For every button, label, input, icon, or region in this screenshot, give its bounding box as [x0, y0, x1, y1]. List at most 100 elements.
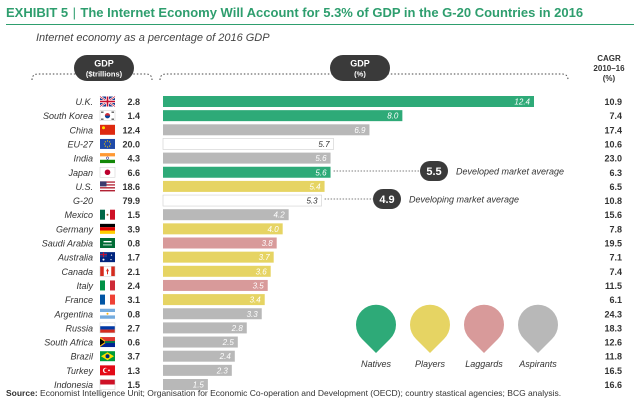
mx-3 [110, 209, 115, 220]
bar-average [162, 194, 322, 207]
brazil-flag [100, 351, 115, 362]
cagr-value: 6.3 [609, 168, 622, 178]
cagr-value: 16.5 [604, 366, 622, 376]
eu-star [109, 145, 111, 147]
cagr-value: 19.5 [604, 239, 622, 249]
bar-players [163, 180, 325, 192]
south-korea-flag [99, 110, 116, 121]
it-1 [100, 280, 105, 291]
br-globe [105, 354, 110, 359]
argentina-flag [100, 308, 115, 319]
ru-2 [100, 326, 115, 330]
sa-sword [103, 244, 112, 246]
au-star3 [110, 259, 112, 261]
au-star [102, 258, 105, 261]
gdp-value: 0.8 [127, 309, 140, 319]
bar-laggards [163, 279, 268, 291]
eu-star [104, 145, 106, 147]
legend-marker-laggards [464, 304, 505, 353]
us-stripe [100, 184, 115, 186]
ru-3 [100, 329, 115, 333]
ru-border [99, 322, 116, 334]
au-star2 [110, 254, 113, 256]
callout-badge [373, 189, 401, 209]
france-flag [100, 294, 115, 305]
russia-flag [99, 322, 116, 334]
eu-bg [100, 138, 115, 149]
uk-hr [100, 100, 115, 103]
saudi-arabia-flag [100, 238, 115, 248]
share-header: GDP(%) [330, 55, 390, 81]
it-3 [110, 280, 115, 291]
bar-value-label: 5.6 [315, 168, 327, 177]
fr-3 [110, 294, 115, 305]
bar-aspirants [163, 364, 232, 376]
country-label: Turkey [66, 366, 93, 376]
country-label: Saudi Arabia [42, 239, 93, 249]
callout-label: Developed market average [456, 167, 564, 177]
gdp-value: 1.4 [127, 111, 140, 121]
cagr-value: 16.6 [604, 380, 622, 390]
india-flag [100, 153, 115, 164]
country-label: Indonesia [54, 380, 93, 390]
bar-laggards [163, 237, 277, 249]
gdp-value: 12.4 [122, 125, 140, 135]
bar-value-label: 5.4 [309, 182, 321, 191]
za-bot [100, 342, 115, 348]
canada-flag [99, 266, 116, 277]
source-note: Source: Economist Intelligence Unit; Org… [6, 388, 561, 398]
us-stripe [100, 181, 115, 183]
legend-marker-aspirants [518, 304, 558, 353]
country-label: Brazil [70, 352, 94, 362]
cagr-value: 17.4 [604, 125, 622, 135]
title-separator: | [72, 5, 76, 20]
bar-natives [163, 96, 534, 107]
bar-value-label: 5.7 [318, 140, 330, 149]
za-top [100, 337, 115, 343]
jp-sun [104, 169, 111, 176]
de-1 [100, 223, 115, 228]
ca-border [99, 266, 116, 277]
gdp-value: 3.7 [127, 352, 140, 362]
country-label: South Africa [44, 338, 93, 348]
in-1 [100, 153, 115, 157]
gdp-value: 18.6 [122, 182, 140, 192]
ca-r [111, 266, 115, 277]
legend-label-natives: Natives [361, 359, 392, 369]
id-bot [100, 384, 115, 390]
au-bg [100, 252, 115, 263]
country-label: EU-27 [67, 139, 94, 149]
kr-border [99, 110, 116, 121]
id-top [100, 379, 115, 385]
japan-flag [99, 167, 116, 178]
country-label: G-20 [73, 196, 93, 206]
cagr-header-text-1: 2010–16 [593, 64, 625, 73]
country-label: Japan [67, 168, 93, 178]
callout-value: 5.5 [426, 166, 441, 178]
cagr-value: 11.8 [605, 352, 622, 362]
ar-sun [106, 312, 109, 315]
us-flag [100, 181, 115, 192]
cagr-value: 18.3 [604, 323, 622, 333]
cagr-value: 11.5 [605, 281, 622, 291]
bar-value-label: 2.3 [216, 366, 229, 375]
us-stripe [100, 189, 115, 192]
callout-label: Developing market average [409, 195, 519, 205]
eu-star [104, 141, 106, 143]
country-label: Germany [56, 224, 94, 234]
mexico-flag [100, 209, 115, 220]
in-wheel [106, 156, 109, 160]
tr-moon-cut [104, 368, 109, 373]
china-flag [100, 124, 115, 135]
cagr-value: 7.4 [609, 267, 622, 277]
bar-value-label: 8.0 [387, 112, 399, 121]
fr-2 [105, 294, 110, 305]
cagr-value: 7.1 [609, 253, 622, 263]
country-label: France [65, 295, 93, 305]
de-3 [100, 230, 115, 234]
eu-star [109, 141, 111, 143]
cagr-value: 7.4 [609, 111, 622, 121]
eu-star [106, 140, 109, 142]
bar-value-label: 4.0 [268, 225, 280, 234]
